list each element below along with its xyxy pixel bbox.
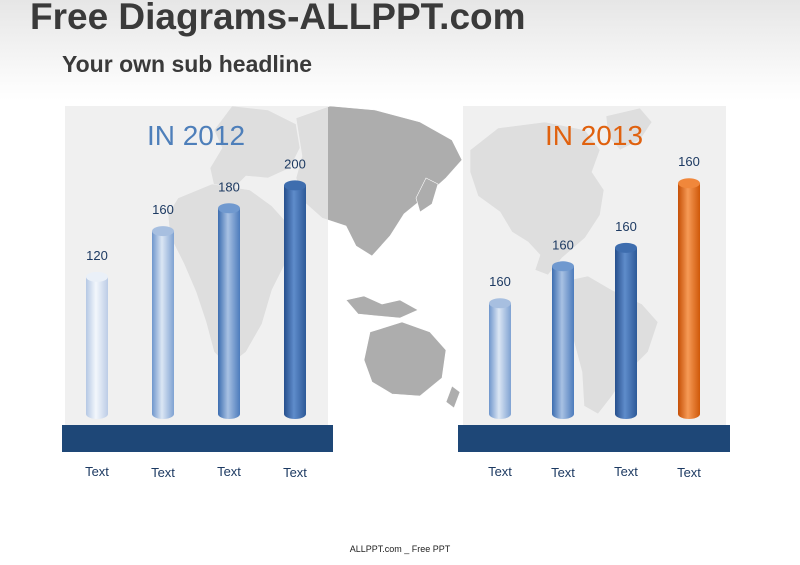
- chart-2013-bar-1-cap: [489, 298, 511, 309]
- page-title: Free Diagrams-ALLPPT.com: [30, 0, 526, 37]
- chart-2012-bar-4-cap: [284, 180, 306, 191]
- chart-2012-baseline-bar: [62, 425, 333, 452]
- indonesia-shape: [345, 295, 419, 319]
- chart-2013-category-label-2: Text: [551, 465, 575, 480]
- page-subtitle: Your own sub headline: [62, 51, 313, 77]
- chart-2012-bar-1-cap: [86, 271, 108, 282]
- chart-2013-category-label-4: Text: [677, 465, 701, 480]
- chart-2013-value-label-4: 160: [678, 154, 700, 169]
- chart-2012-bar-3: [218, 208, 240, 419]
- chart-2012-value-label-2: 160: [152, 202, 174, 217]
- chart-2012-title: IN 2012: [147, 120, 245, 151]
- chart-2013-bar-1: [489, 303, 511, 419]
- chart-2012-value-label-3: 180: [218, 179, 240, 194]
- chart-2013-bar-3: [615, 247, 637, 419]
- chart-2012-category-label-3: Text: [217, 464, 241, 479]
- new-zealand-shape: [445, 385, 461, 409]
- chart-2012-value-label-4: 200: [284, 156, 306, 171]
- chart-2013-value-label-3: 160: [615, 219, 637, 234]
- chart-2012-bar-2: [152, 231, 174, 419]
- chart-2013-bar-4-cap: [678, 178, 700, 189]
- chart-2012-bar-3-cap: [218, 203, 240, 214]
- chart-2013: IN 2013 160 Text 160 Text 160 Text 160 Text: [458, 120, 730, 480]
- chart-2012-bar-4: [284, 185, 306, 419]
- chart-2013-category-label-1: Text: [488, 464, 512, 479]
- australia-shape: [363, 321, 447, 397]
- chart-2013-value-label-1: 160: [489, 274, 511, 289]
- chart-2012-category-label-1: Text: [85, 464, 109, 479]
- chart-2013-bar-3-cap: [615, 242, 637, 253]
- chart-2012: IN 2012 120 Text 160 Text 180 Text 200 Text: [62, 120, 333, 480]
- japan-shape: [415, 177, 439, 213]
- chart-2013-bar-4: [678, 183, 700, 419]
- chart-2012-value-label-1: 120: [86, 248, 108, 263]
- chart-2012-category-label-4: Text: [283, 465, 307, 480]
- header-band: [0, 0, 800, 100]
- chart-2013-bar-2: [552, 266, 574, 419]
- chart-2012-bar-1: [86, 276, 108, 419]
- chart-2013-title: IN 2013: [545, 120, 643, 151]
- chart-2013-value-label-2: 160: [552, 237, 574, 252]
- chart-2013-baseline-bar: [458, 425, 730, 452]
- chart-2013-bar-2-cap: [552, 261, 574, 272]
- footer-text: ALLPPT.com _ Free PPT: [349, 544, 451, 554]
- chart-2013-category-label-3: Text: [614, 464, 638, 479]
- chart-2012-bar-2-cap: [152, 226, 174, 237]
- chart-2012-category-label-2: Text: [151, 465, 175, 480]
